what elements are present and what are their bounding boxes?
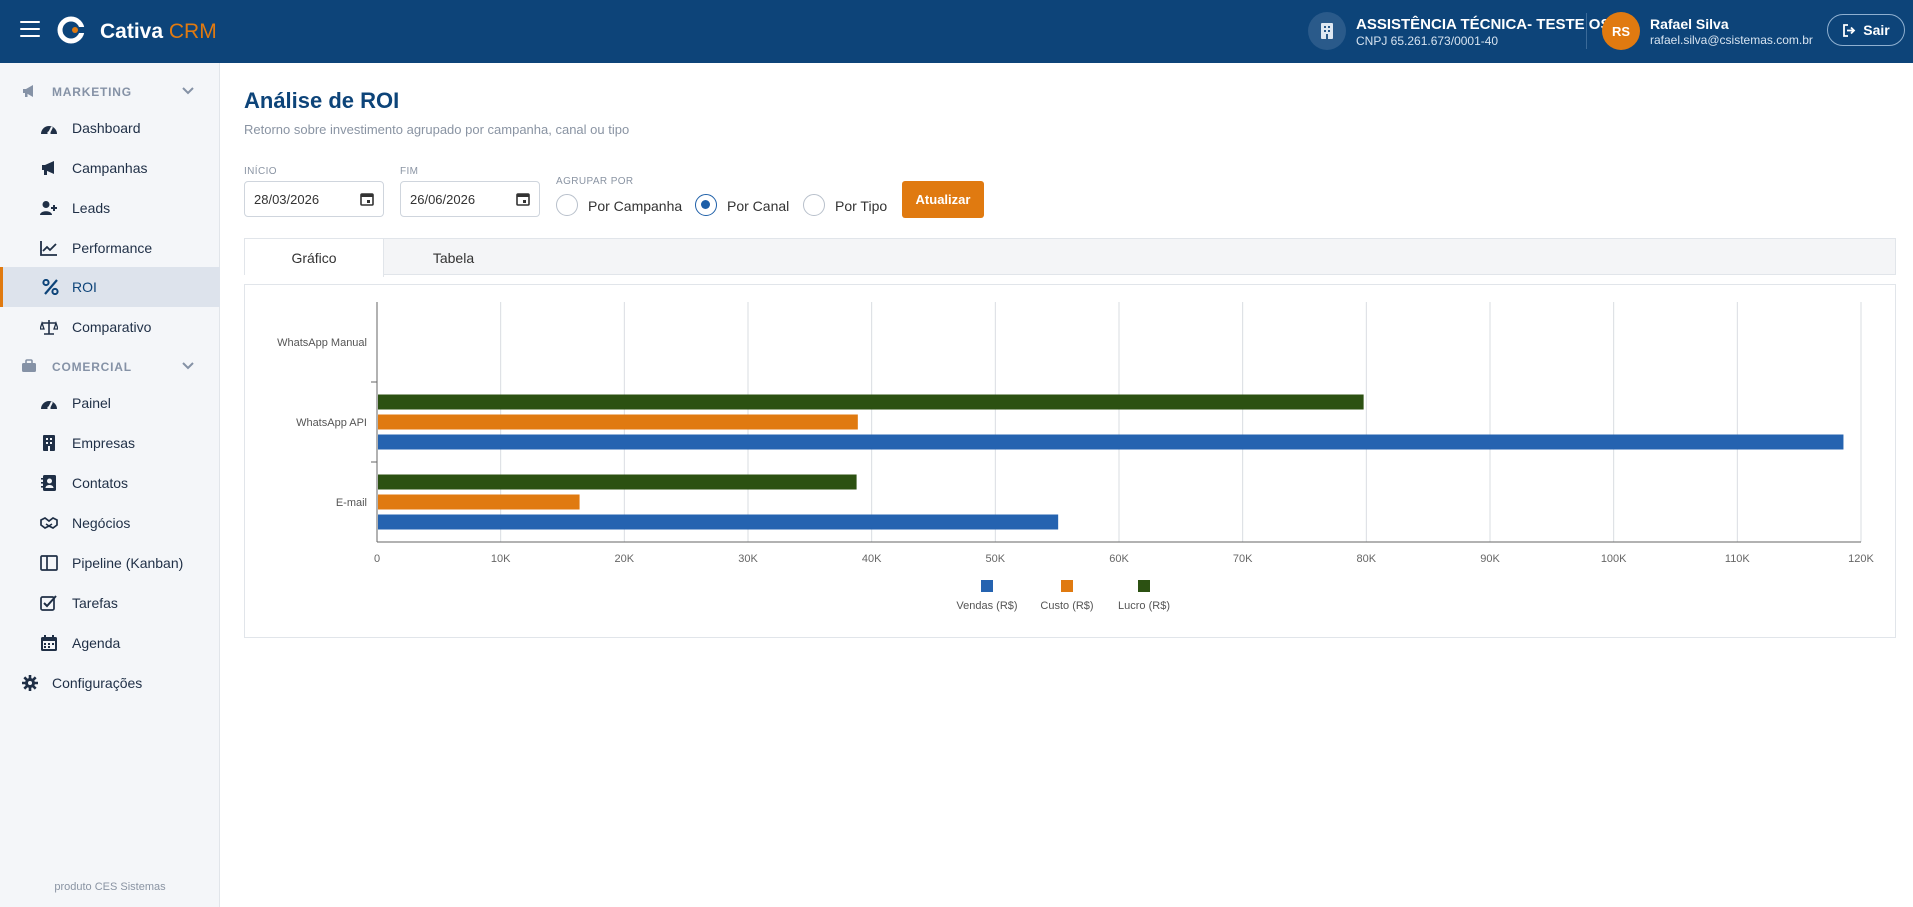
building-icon: [43, 435, 55, 451]
sidebar-item-negocios[interactable]: Negócios: [0, 503, 220, 543]
x-tick-label: 80K: [1357, 553, 1377, 565]
user-email: rafael.silva@csistemas.com.br: [1650, 33, 1813, 47]
sidebar-item-empresas[interactable]: Empresas: [0, 423, 220, 463]
company-cnpj: CNPJ 65.261.673/0001-40: [1356, 34, 1499, 48]
bar-custo: [378, 414, 858, 430]
legend-label: Lucro (R$): [1118, 600, 1170, 612]
chart-line-icon: [40, 241, 57, 256]
tab-tabela[interactable]: Tabela: [432, 249, 475, 266]
sidebar-section-comercial[interactable]: COMERCIAL: [0, 352, 220, 380]
footer-brand: produto CES Sistemas: [54, 881, 166, 893]
sidebar-item-dashboard[interactable]: Dashboard: [0, 108, 220, 148]
briefcase-icon: [22, 359, 36, 372]
calendar-icon: [41, 635, 57, 651]
chevron-down-icon: [182, 362, 194, 370]
sidebar-item-agenda[interactable]: Agenda: [0, 623, 220, 663]
x-tick-label: 0: [374, 553, 380, 565]
x-tick-label: 10K: [491, 553, 511, 565]
tab-grafico[interactable]: Gráfico: [245, 239, 384, 277]
calendar-icon[interactable]: [516, 192, 530, 206]
avatar[interactable]: RS: [1602, 12, 1640, 50]
x-tick-label: 50K: [986, 553, 1006, 565]
tabs-bar: Gráfico Tabela: [244, 238, 1896, 277]
megaphone-icon: [42, 161, 54, 175]
megaphone-icon: [23, 85, 33, 97]
sidebar-item-pipeline[interactable]: Pipeline (Kanban): [0, 543, 220, 583]
sidebar-item-performance[interactable]: Performance: [0, 228, 220, 268]
percent-icon: [42, 279, 59, 295]
radio-por-tipo[interactable]: Por Tipo: [803, 194, 893, 218]
page-subtitle: Retorno sobre investimento agrupado por …: [244, 122, 630, 137]
bar-custo: [378, 494, 580, 510]
x-tick-label: 20K: [615, 553, 635, 565]
sidebar-section-marketing[interactable]: MARKETING: [0, 77, 220, 105]
x-tick-label: 40K: [862, 553, 882, 565]
roi-bar-chart: 0 10K 20K 30K 40K 50K 60K 70K 80K 90K 100K 110K 120K…: [277, 302, 1875, 612]
calendar-icon[interactable]: [360, 192, 374, 206]
scale-icon: [40, 320, 58, 335]
columns-icon: [40, 555, 58, 571]
start-date-label: INÍCIO: [244, 166, 277, 177]
x-tick-label: 90K: [1480, 553, 1500, 565]
y-tick-label: WhatsApp Manual: [277, 337, 367, 349]
sign-out-icon: [1843, 23, 1856, 37]
chevron-down-icon: [182, 87, 194, 95]
sidebar-item-configuracoes[interactable]: Configurações: [0, 663, 220, 703]
legend-swatch: [981, 580, 993, 592]
top-bar: Cativa CRM ASSISTÊNCIA TÉCNICA- TESTE OS…: [0, 0, 1913, 63]
gauge-icon: [41, 401, 57, 410]
legend-swatch: [1138, 580, 1150, 592]
legend-swatch: [1061, 580, 1073, 592]
header-divider: [1586, 13, 1587, 49]
handshake-icon: [40, 517, 58, 529]
x-tick-label: 60K: [1109, 553, 1129, 565]
update-button[interactable]: Atualizar: [902, 181, 984, 218]
bar-lucro: [378, 474, 857, 490]
radio-por-canal[interactable]: Por Canal: [695, 194, 795, 218]
chart-panel: 0 10K 20K 30K 40K 50K 60K 70K 80K 90K 100K 110K 120K…: [244, 284, 1896, 638]
company-name: ASSISTÊNCIA TÉCNICA- TESTE OS: [1356, 16, 1611, 33]
x-tick-label: 30K: [738, 553, 758, 565]
bar-vendas: [378, 434, 1844, 450]
end-date-field[interactable]: 26/06/2026: [400, 181, 540, 217]
x-tick-label: 70K: [1233, 553, 1253, 565]
page-title: Análise de ROI: [244, 88, 400, 113]
sidebar-item-tarefas[interactable]: Tarefas: [0, 583, 220, 623]
sidebar-item-roi[interactable]: ROI: [0, 267, 220, 307]
y-tick-label: WhatsApp API: [296, 417, 367, 429]
legend-label: Vendas (R$): [956, 600, 1017, 612]
menu-toggle-icon[interactable]: [20, 21, 40, 37]
logout-button[interactable]: Sair: [1827, 14, 1905, 46]
brand-name: Cativa CRM: [100, 20, 217, 43]
gauge-icon: [41, 126, 57, 135]
cativa-logo-icon: [57, 16, 85, 44]
x-tick-label: 110K: [1725, 553, 1751, 565]
start-date-field[interactable]: 28/03/2026: [244, 181, 384, 217]
sidebar: MARKETING Dashboard Campanhas Leads Perf…: [0, 63, 220, 907]
x-tick-label: 120K: [1848, 553, 1874, 565]
x-tick-label: 100K: [1601, 553, 1627, 565]
end-date-label: FIM: [400, 166, 419, 177]
sidebar-item-contatos[interactable]: Contatos: [0, 463, 220, 503]
user-name: Rafael Silva: [1650, 16, 1729, 32]
sidebar-item-painel[interactable]: Painel: [0, 383, 220, 423]
sidebar-item-comparativo[interactable]: Comparativo: [0, 307, 220, 347]
sidebar-item-leads[interactable]: Leads: [0, 188, 220, 228]
sidebar-item-campanhas[interactable]: Campanhas: [0, 148, 220, 188]
group-by-label: AGRUPAR POR: [556, 176, 634, 187]
checkbox-icon: [40, 595, 57, 611]
address-book-icon: [41, 475, 56, 491]
gear-icon: [22, 675, 38, 691]
building-icon: [1308, 12, 1346, 50]
radio-por-campanha[interactable]: Por Campanha: [556, 194, 686, 218]
legend-label: Custo (R$): [1040, 600, 1093, 612]
bar-lucro: [378, 394, 1364, 410]
user-plus-icon: [40, 201, 57, 215]
bar-vendas: [378, 514, 1059, 530]
y-tick-label: E-mail: [336, 497, 367, 509]
